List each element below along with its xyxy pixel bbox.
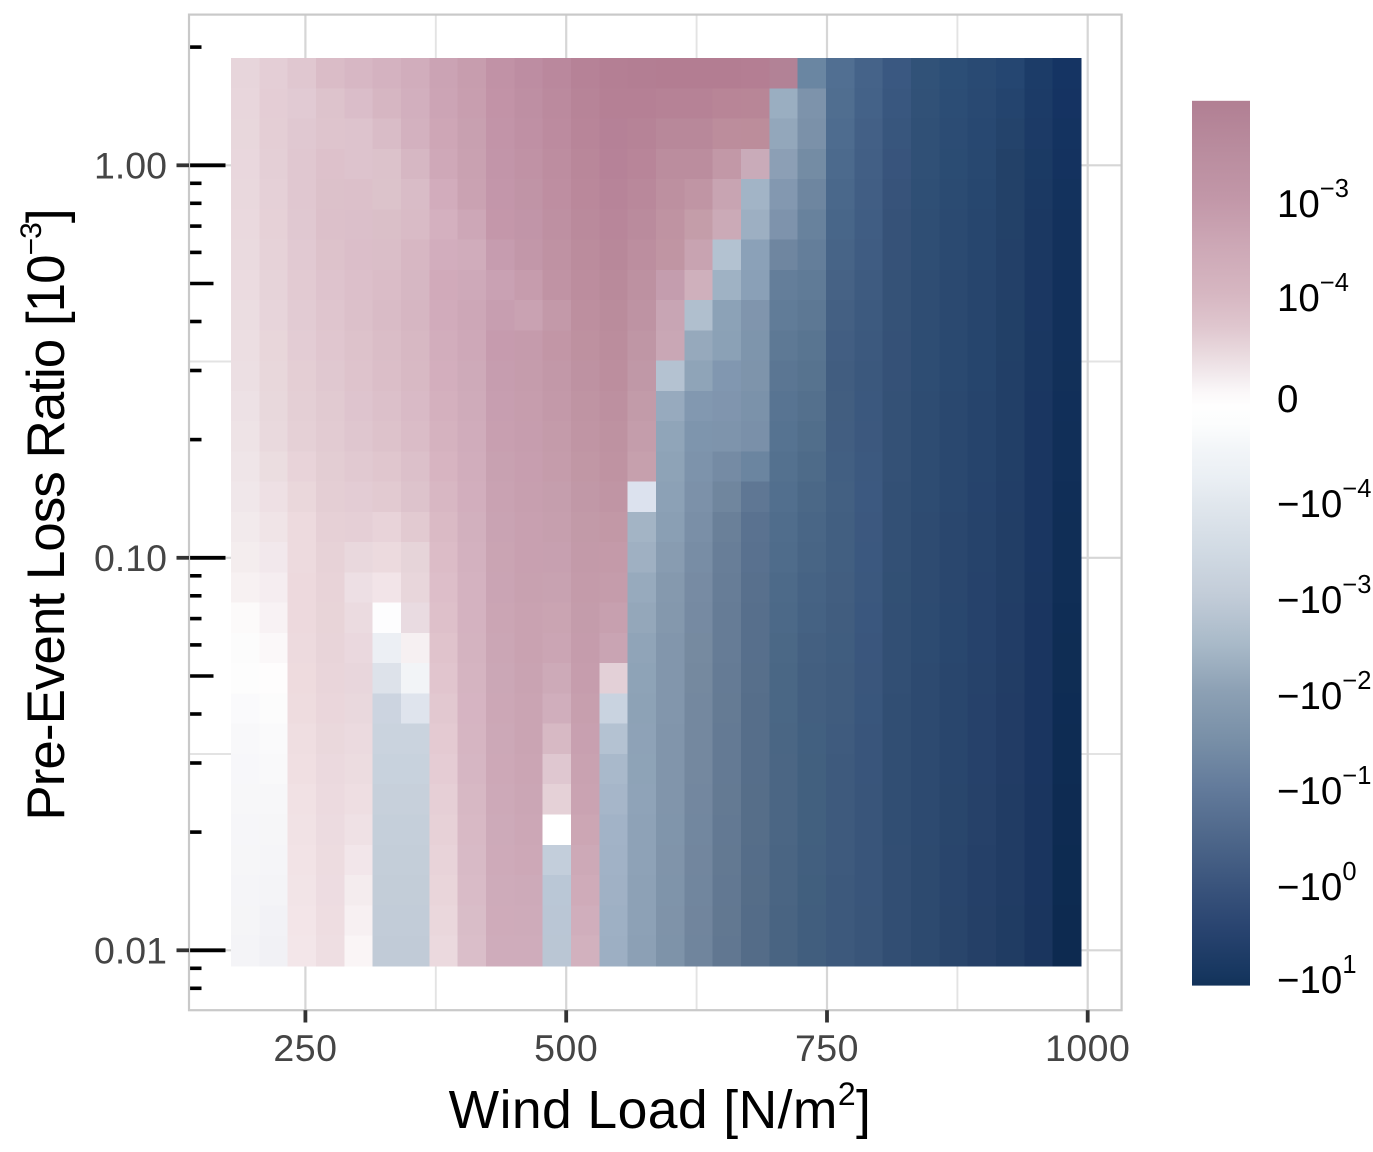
svg-text:0: 0 <box>1277 378 1298 421</box>
svg-text:500: 500 <box>534 1027 598 1069</box>
svg-text:0.10: 0.10 <box>94 537 167 579</box>
svg-text:0.01: 0.01 <box>94 929 167 971</box>
svg-text:1000: 1000 <box>1045 1027 1130 1069</box>
svg-text:250: 250 <box>273 1027 337 1069</box>
svg-text:Pre-Event Loss Ratio [10−3]: Pre-Event Loss Ratio [10−3] <box>15 209 76 820</box>
svg-text:Wind Load [N/m2]: Wind Load [N/m2] <box>449 1076 872 1140</box>
svg-text:750: 750 <box>795 1027 859 1069</box>
svg-text:1.00: 1.00 <box>94 144 167 186</box>
svg-text:−100: −100 <box>1277 858 1357 909</box>
